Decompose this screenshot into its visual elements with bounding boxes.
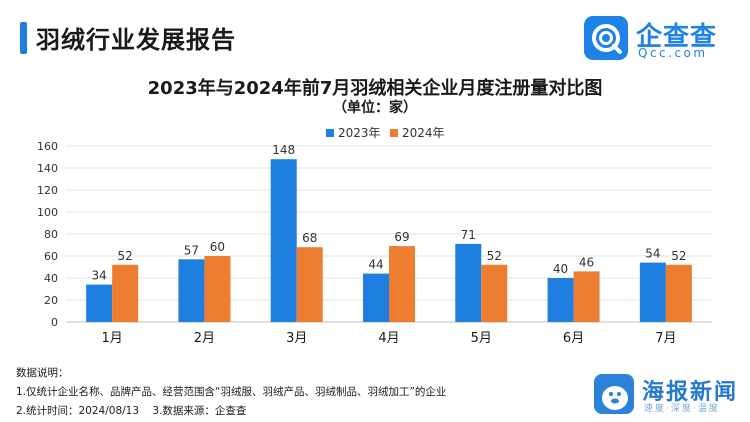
bar xyxy=(363,273,389,322)
data-label: 52 xyxy=(671,249,686,263)
y-tick-label: 0 xyxy=(51,316,58,329)
y-tick-label: 60 xyxy=(44,250,58,263)
legend-swatch-2024 xyxy=(390,129,398,137)
bar xyxy=(481,264,508,322)
qcc-logo-name: 企查查 xyxy=(636,22,718,52)
data-notes: 数据说明： 1.仅统计企业名称、品牌产品、经营范围含“羽绒服、羽绒产品、羽绒制品… xyxy=(16,364,446,421)
bar xyxy=(270,159,297,322)
data-label: 46 xyxy=(579,255,594,269)
notes-line-2: 2.统计时间：2024/08/13 3.数据来源：企查查 xyxy=(16,405,247,417)
x-tick-label: 5月 xyxy=(471,331,492,346)
data-label: 52 xyxy=(487,249,502,263)
legend-label-2023: 2023年 xyxy=(338,126,381,140)
y-tick-label: 100 xyxy=(37,206,58,219)
bar xyxy=(112,264,139,322)
data-label: 44 xyxy=(368,258,383,272)
y-tick-label: 80 xyxy=(44,228,58,241)
data-label: 148 xyxy=(272,143,295,157)
data-label: 34 xyxy=(92,269,107,283)
y-tick-label: 140 xyxy=(37,162,58,175)
bar xyxy=(573,271,600,322)
chart-subtitle: （单位：家） xyxy=(333,100,417,116)
legend-item-2023: 2023年 xyxy=(326,124,381,141)
bar xyxy=(389,246,415,322)
data-label: 68 xyxy=(302,231,317,245)
legend-item-2024: 2024年 xyxy=(390,124,445,141)
legend-swatch-2023 xyxy=(326,129,334,137)
haibao-slogan: 速度·深度·温度 xyxy=(644,404,720,414)
haibao-watermark: 海报新闻 速度·深度·温度 xyxy=(594,370,744,418)
x-tick-label: 3月 xyxy=(286,331,307,346)
qcc-logo: 企查查 Qcc.com xyxy=(584,16,734,60)
report-title: 羽绒行业发展报告 xyxy=(36,26,236,54)
notes-line-1: 1.仅统计企业名称、品牌产品、经营范围含“羽绒服、羽绒产品、羽绒制品、羽绒加工”… xyxy=(16,386,447,398)
haibao-name: 海报新闻 xyxy=(642,380,739,405)
x-tick-label: 6月 xyxy=(563,331,584,346)
bar xyxy=(639,262,666,322)
data-label: 54 xyxy=(645,247,660,261)
data-label: 57 xyxy=(184,243,199,257)
y-tick-label: 120 xyxy=(37,184,58,197)
chart-title: 2023年与2024年前7月羽绒相关企业月度注册量对比图 xyxy=(147,78,603,99)
qcc-logo-icon xyxy=(584,16,628,60)
title-accent-bar xyxy=(20,22,27,54)
haibao-seal-icon xyxy=(594,374,634,414)
bar xyxy=(178,259,205,322)
x-tick-label: 7月 xyxy=(655,331,676,346)
bar xyxy=(296,247,323,322)
data-label: 69 xyxy=(394,230,409,244)
y-tick-label: 20 xyxy=(44,294,58,307)
data-label: 71 xyxy=(461,228,476,242)
legend-label-2024: 2024年 xyxy=(402,126,445,140)
y-tick-label: 160 xyxy=(37,140,58,153)
x-tick-label: 4月 xyxy=(378,331,399,346)
qcc-logo-domain: Qcc.com xyxy=(638,46,708,60)
y-tick-label: 40 xyxy=(44,272,58,285)
x-tick-label: 2月 xyxy=(194,331,215,346)
notes-heading: 数据说明： xyxy=(16,367,69,379)
bar xyxy=(665,264,692,322)
data-label: 52 xyxy=(118,249,133,263)
bar xyxy=(204,256,231,322)
data-label: 60 xyxy=(210,240,225,254)
x-tick-label: 1月 xyxy=(102,331,123,346)
data-label: 40 xyxy=(553,262,568,276)
bar xyxy=(455,243,482,322)
bar xyxy=(547,278,574,322)
bar xyxy=(86,284,113,322)
